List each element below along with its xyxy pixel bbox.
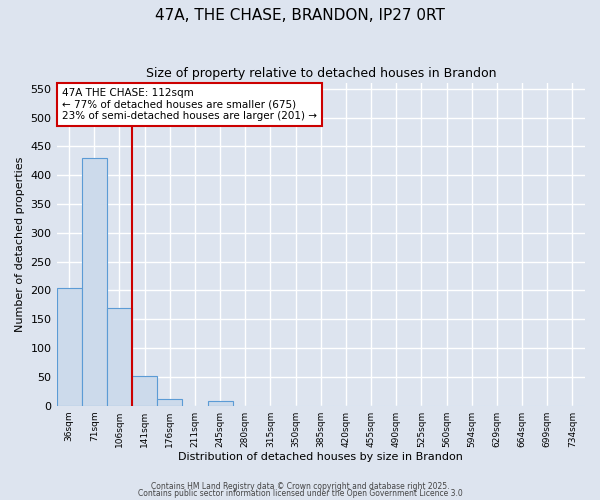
Bar [157,399,182,406]
Text: 47A THE CHASE: 112sqm
← 77% of detached houses are smaller (675)
23% of semi-det: 47A THE CHASE: 112sqm ← 77% of detached … [62,88,317,121]
Bar [56,288,82,406]
Text: Contains public sector information licensed under the Open Government Licence 3.: Contains public sector information licen… [137,489,463,498]
Title: Size of property relative to detached houses in Brandon: Size of property relative to detached ho… [146,68,496,80]
Text: 47A, THE CHASE, BRANDON, IP27 0RT: 47A, THE CHASE, BRANDON, IP27 0RT [155,8,445,22]
X-axis label: Distribution of detached houses by size in Brandon: Distribution of detached houses by size … [178,452,463,462]
Bar [82,158,107,406]
Y-axis label: Number of detached properties: Number of detached properties [15,156,25,332]
Bar [208,401,233,406]
Bar [132,376,157,406]
Bar [107,308,132,406]
Text: Contains HM Land Registry data © Crown copyright and database right 2025.: Contains HM Land Registry data © Crown c… [151,482,449,491]
